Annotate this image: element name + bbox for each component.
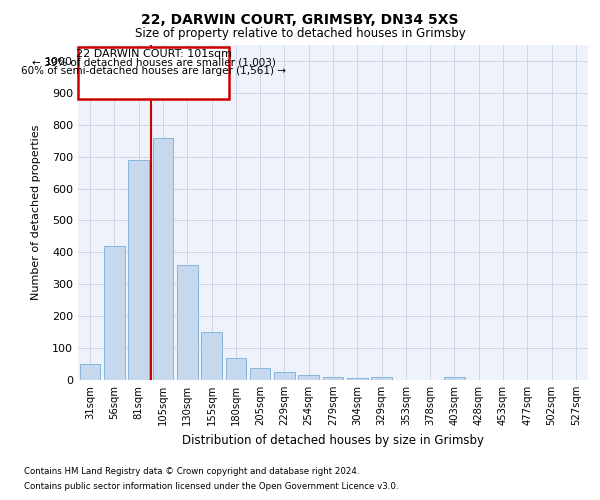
- Bar: [226, 358, 246, 380]
- Text: 60% of semi-detached houses are larger (1,561) →: 60% of semi-detached houses are larger (…: [21, 66, 286, 76]
- Text: Size of property relative to detached houses in Grimsby: Size of property relative to detached ho…: [134, 28, 466, 40]
- Bar: [80, 364, 100, 380]
- X-axis label: Distribution of detached houses by size in Grimsby: Distribution of detached houses by size …: [182, 434, 484, 446]
- Bar: [371, 378, 392, 380]
- Bar: [177, 265, 197, 380]
- Bar: [298, 375, 319, 380]
- Bar: [250, 368, 271, 380]
- Bar: [128, 160, 149, 380]
- Y-axis label: Number of detached properties: Number of detached properties: [31, 125, 41, 300]
- Bar: [347, 378, 368, 380]
- FancyBboxPatch shape: [79, 46, 229, 99]
- Bar: [444, 378, 465, 380]
- Text: Contains public sector information licensed under the Open Government Licence v3: Contains public sector information licen…: [24, 482, 398, 491]
- Bar: [323, 377, 343, 380]
- Bar: [274, 372, 295, 380]
- Bar: [152, 138, 173, 380]
- Bar: [201, 332, 222, 380]
- Text: 22, DARWIN COURT, GRIMSBY, DN34 5XS: 22, DARWIN COURT, GRIMSBY, DN34 5XS: [141, 12, 459, 26]
- Text: Contains HM Land Registry data © Crown copyright and database right 2024.: Contains HM Land Registry data © Crown c…: [24, 467, 359, 476]
- Text: 22 DARWIN COURT: 101sqm: 22 DARWIN COURT: 101sqm: [76, 49, 232, 59]
- Bar: [104, 246, 125, 380]
- Text: ← 39% of detached houses are smaller (1,003): ← 39% of detached houses are smaller (1,…: [32, 58, 275, 68]
